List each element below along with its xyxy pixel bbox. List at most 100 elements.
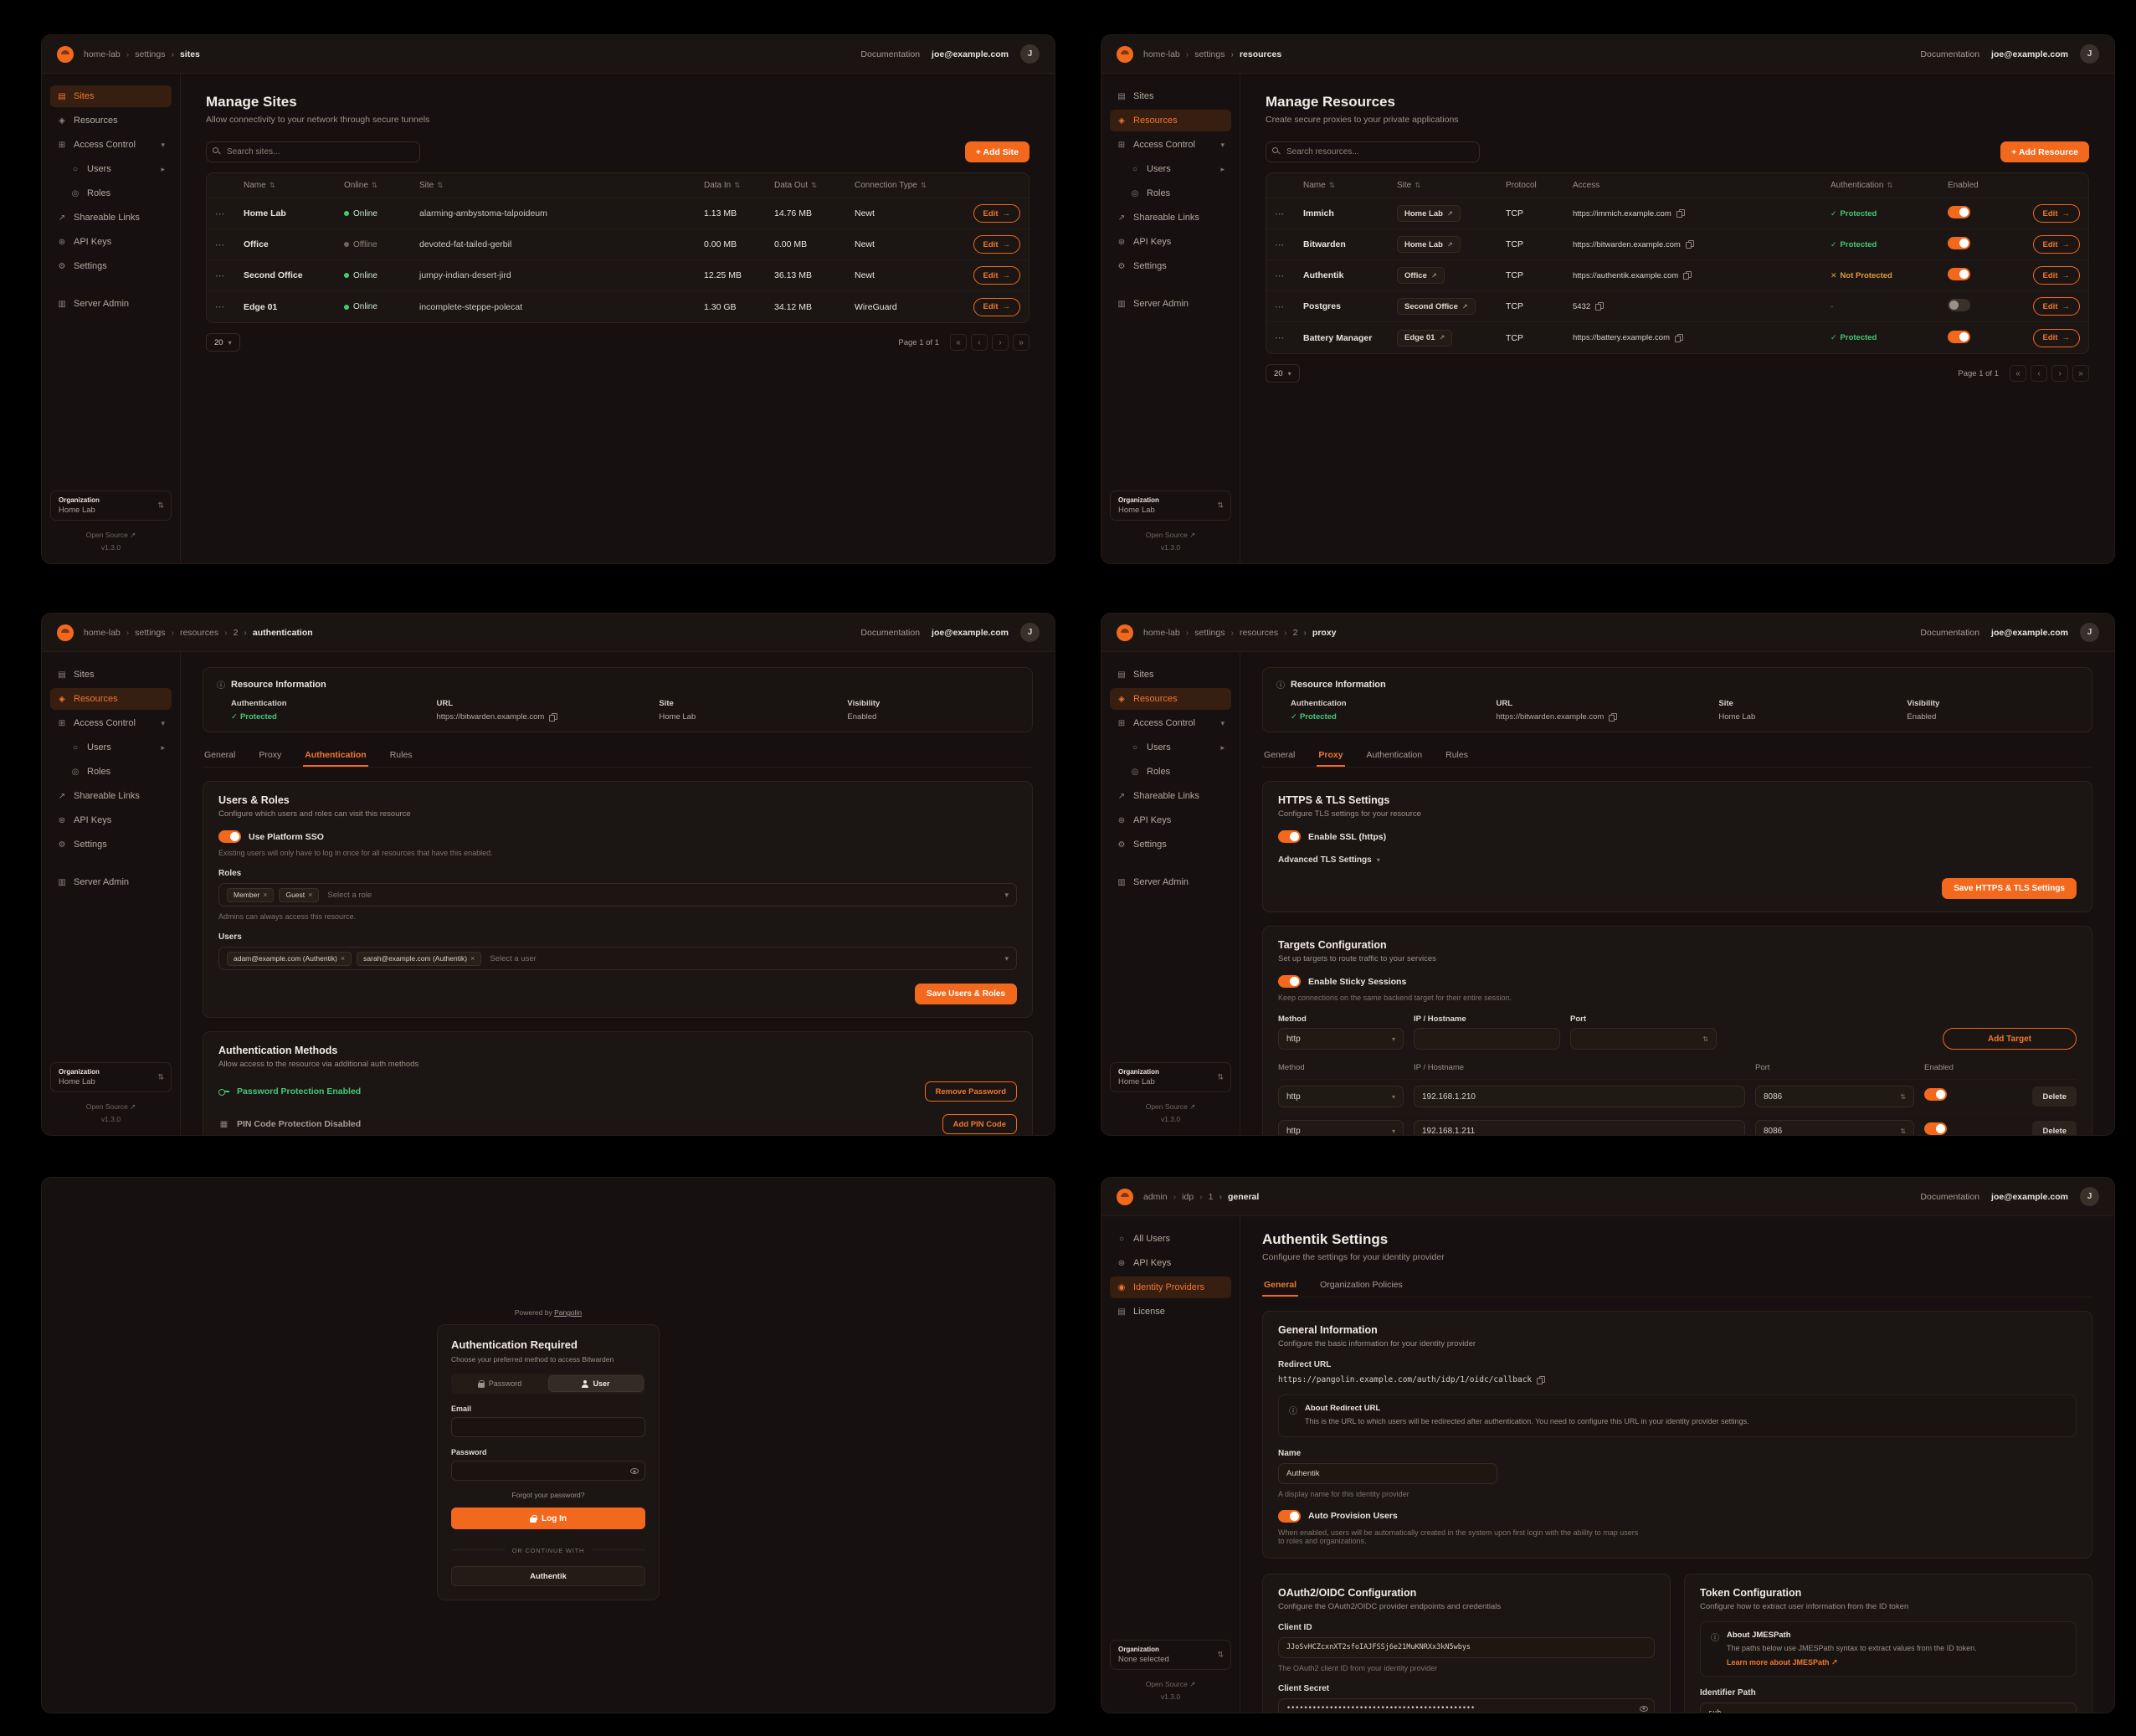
- hostname-input[interactable]: 192.168.1.211: [1414, 1120, 1745, 1135]
- copy-icon[interactable]: [1609, 712, 1618, 722]
- identifier-path-input[interactable]: [1700, 1703, 2077, 1713]
- column-header[interactable]: Name ⇅: [244, 181, 275, 190]
- sidebar-item[interactable]: ◉ Identity Providers: [1110, 1276, 1231, 1298]
- column-header[interactable]: Access: [1573, 181, 1600, 190]
- remove-chip-icon[interactable]: ×: [263, 891, 268, 899]
- site-link[interactable]: Home Lab ↗: [1397, 236, 1461, 253]
- auth-method-tab[interactable]: User: [548, 1375, 644, 1392]
- copy-icon[interactable]: [1676, 209, 1685, 218]
- user-avatar[interactable]: J: [2080, 1187, 2099, 1206]
- remove-password-button[interactable]: Remove Password: [924, 1081, 1017, 1102]
- pager-button[interactable]: »: [1013, 334, 1029, 351]
- organization-selector[interactable]: Organization Home Lab ⇅: [1110, 1062, 1231, 1093]
- roles-multiselect[interactable]: Member × Guest × Select a role ▾: [218, 883, 1017, 907]
- tab[interactable]: Authentication: [303, 744, 368, 767]
- organization-selector[interactable]: Organization None selected ⇅: [1110, 1640, 1231, 1671]
- remove-chip-icon[interactable]: ×: [340, 954, 346, 963]
- site-link[interactable]: Edge 01 ↗: [1397, 329, 1453, 347]
- sidebar-item[interactable]: ↗ Shareable Links: [1110, 207, 1231, 229]
- pangolin-logo-icon[interactable]: [1117, 45, 1133, 63]
- method-select[interactable]: http ▾: [1278, 1086, 1404, 1107]
- sidebar-item[interactable]: ↗ Shareable Links: [50, 207, 172, 229]
- sidebar-item[interactable]: ⊛ API Keys: [50, 231, 172, 253]
- documentation-link[interactable]: Documentation: [860, 627, 921, 638]
- edit-button[interactable]: Edit →: [2032, 204, 2080, 223]
- breadcrumb-item[interactable]: home-lab: [84, 627, 121, 638]
- column-header[interactable]: Authentication ⇅: [1830, 181, 1893, 190]
- client-id-input[interactable]: [1278, 1636, 1655, 1658]
- pager-button[interactable]: ‹: [971, 334, 988, 351]
- column-header[interactable]: Name ⇅: [1303, 181, 1335, 190]
- users-multiselect[interactable]: adam@example.com (Authentik) × sarah@examp…: [218, 947, 1017, 970]
- delete-target-button[interactable]: Delete: [2032, 1086, 2077, 1107]
- sidebar-item[interactable]: ↗ Shareable Links: [1110, 785, 1231, 807]
- row-menu-button[interactable]: ⋯: [215, 302, 224, 312]
- user-chip[interactable]: sarah@example.com (Authentik) ×: [357, 951, 482, 966]
- eye-icon[interactable]: [1640, 1705, 1648, 1712]
- edit-button[interactable]: Edit →: [973, 297, 1020, 316]
- breadcrumb-item[interactable]: authentication: [238, 628, 313, 638]
- role-chip[interactable]: Guest ×: [279, 887, 320, 902]
- user-avatar[interactable]: J: [1020, 44, 1040, 64]
- pager-button[interactable]: ›: [992, 334, 1009, 351]
- breadcrumb-item[interactable]: resources: [165, 628, 218, 638]
- email-field[interactable]: [451, 1417, 645, 1437]
- organization-selector[interactable]: Organization Home Lab ⇅: [50, 490, 172, 521]
- page-size-select[interactable]: 20 ▾: [206, 333, 240, 352]
- breadcrumb-item[interactable]: resources: [1225, 49, 1281, 59]
- password-field[interactable]: [451, 1461, 645, 1481]
- pager-button[interactable]: «: [950, 334, 967, 351]
- pangolin-link[interactable]: Pangolin: [554, 1308, 583, 1317]
- idp-name-input[interactable]: [1278, 1462, 1497, 1484]
- copy-icon[interactable]: [1675, 333, 1683, 342]
- breadcrumb-item[interactable]: 2: [218, 628, 239, 638]
- documentation-link[interactable]: Documentation: [1920, 49, 1980, 59]
- sidebar-item[interactable]: ▥ Server Admin: [1110, 871, 1231, 893]
- pangolin-logo-icon[interactable]: [1117, 1188, 1133, 1205]
- sidebar-item[interactable]: ⚙ Settings: [1110, 255, 1231, 277]
- forgot-password-link[interactable]: Forgot your password?: [511, 1491, 585, 1499]
- organization-selector[interactable]: Organization Home Lab ⇅: [1110, 490, 1231, 521]
- user-email[interactable]: joe@example.com: [1991, 1191, 2068, 1202]
- breadcrumb-item[interactable]: home-lab: [84, 49, 121, 59]
- search-input[interactable]: [1266, 141, 1480, 162]
- site-link[interactable]: Office ↗: [1397, 267, 1445, 284]
- sidebar-item[interactable]: ○ All Users: [1110, 1228, 1231, 1250]
- sidebar-item[interactable]: ⊞ Access Control ▾: [50, 134, 172, 156]
- sidebar-item[interactable]: ◎ Roles: [64, 761, 172, 783]
- sidebar-item[interactable]: ◎ Roles: [64, 182, 172, 204]
- search-input[interactable]: [206, 141, 420, 162]
- open-source-link[interactable]: Open Source: [1145, 531, 1188, 540]
- breadcrumb-item[interactable]: sites: [165, 49, 200, 59]
- add-pin-code-button[interactable]: Add PIN Code: [942, 1114, 1017, 1134]
- sidebar-item[interactable]: ▤ Sites: [50, 85, 172, 107]
- tab[interactable]: General: [1262, 1274, 1298, 1297]
- sidebar-item[interactable]: ⊛ API Keys: [1110, 1252, 1231, 1274]
- pager-button[interactable]: ›: [2051, 365, 2068, 382]
- copy-icon[interactable]: [1685, 240, 1694, 249]
- user-email[interactable]: joe@example.com: [1991, 49, 2068, 59]
- sidebar-item[interactable]: ⊞ Access Control ▾: [1110, 134, 1231, 156]
- add-resource-button[interactable]: + Add Resource: [2000, 141, 2089, 162]
- user-email[interactable]: joe@example.com: [1991, 627, 2068, 638]
- site-link[interactable]: Second Office ↗: [1397, 298, 1476, 315]
- pangolin-logo-icon[interactable]: [57, 624, 74, 641]
- sidebar-item[interactable]: ◎ Roles: [1123, 761, 1231, 783]
- column-header[interactable]: Enabled: [1948, 181, 1979, 190]
- delete-target-button[interactable]: Delete: [2032, 1121, 2077, 1135]
- column-header[interactable]: Site ⇅: [1397, 181, 1421, 190]
- add-site-button[interactable]: + Add Site: [964, 141, 1029, 162]
- breadcrumb-item[interactable]: home-lab: [1143, 49, 1180, 59]
- user-avatar[interactable]: J: [2080, 623, 2099, 642]
- sidebar-item[interactable]: ▤ Sites: [50, 664, 172, 686]
- sidebar-item[interactable]: ▤ Sites: [1110, 85, 1231, 107]
- edit-button[interactable]: Edit →: [973, 235, 1020, 254]
- sidebar-item[interactable]: ◈ Resources: [50, 688, 172, 710]
- organization-selector[interactable]: Organization Home Lab ⇅: [50, 1062, 172, 1093]
- row-menu-button[interactable]: ⋯: [1275, 208, 1284, 219]
- breadcrumb-item[interactable]: general: [1213, 1192, 1259, 1202]
- pager-button[interactable]: ‹: [2031, 365, 2047, 382]
- sidebar-item[interactable]: ◈ Resources: [1110, 688, 1231, 710]
- row-menu-button[interactable]: ⋯: [215, 270, 224, 281]
- column-header[interactable]: Online ⇅: [344, 181, 378, 190]
